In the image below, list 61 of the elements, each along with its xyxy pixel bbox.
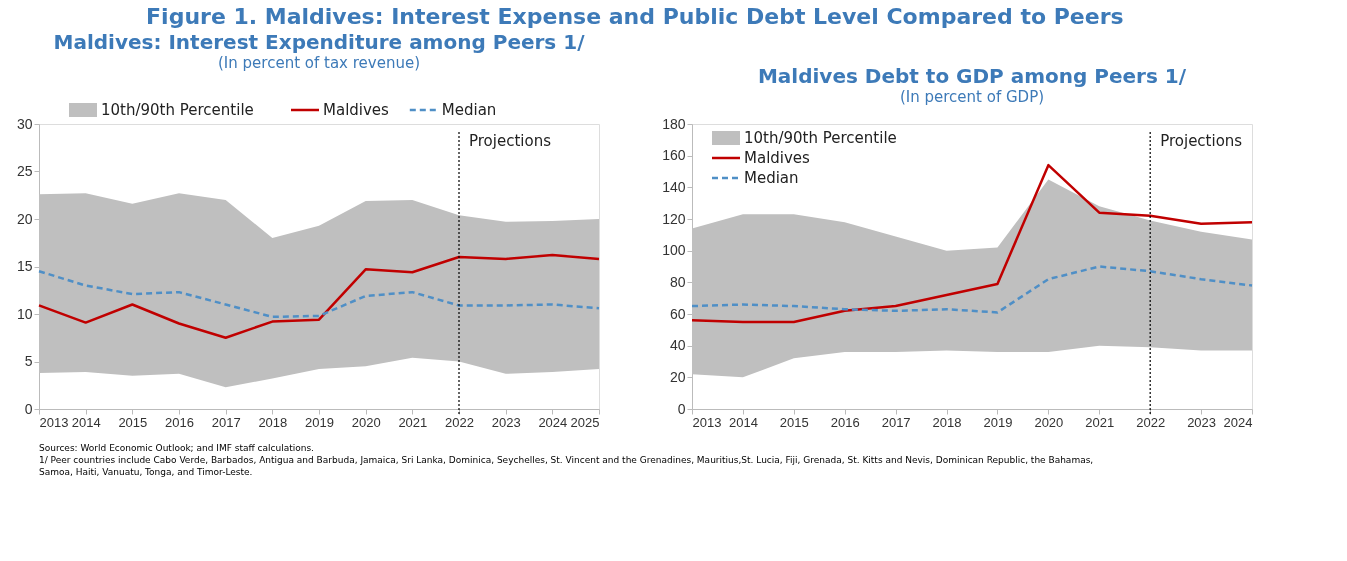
y-tick-label: 30 — [16, 115, 33, 132]
y-tick-label: 20 — [669, 368, 686, 385]
y-tick-label: 10 — [16, 305, 33, 322]
legend-label: Maldives — [744, 149, 811, 167]
chart-title: Maldives Debt to GDP among Peers 1/ — [757, 64, 1187, 88]
y-tick-label: 180 — [662, 115, 686, 132]
y-tick-label: 20 — [16, 210, 33, 227]
x-tick-label: 2014 — [728, 414, 758, 430]
x-tick-label: 2017 — [881, 414, 911, 430]
source-note: Sources: World Economic Outlook; and IMF staff calculations. — [39, 443, 314, 453]
y-tick-label: 25 — [16, 163, 33, 179]
legend-label: Median — [744, 169, 799, 187]
x-tick-label: 2016 — [165, 414, 194, 430]
x-tick-label: 2017 — [211, 414, 241, 430]
y-tick-label: 80 — [669, 273, 686, 290]
y-tick-label: 40 — [669, 337, 686, 354]
text: 1/ Peer countries include Cabo Verde, Barbados, Antigua and Barbuda, Jamaica, Sri Lanka, Dominica, Seychelles, St. Vincent and the Grenadines, Mauritius,St. Lucia, Fiji, Grenada, St. Kitts and Nevis, Dominican Republic, the Bahamas, Samoa, Haiti, Vanuatu, Tonga, and Timor-Leste. — [39, 455, 1094, 477]
chart-subtitle: (In percent of GDP) — [899, 88, 1045, 106]
x-tick-label: 2023 — [491, 414, 521, 430]
ref-line-label: Projections — [469, 132, 552, 150]
x-tick-label: 2019 — [983, 414, 1013, 430]
x-tick-label: 2013 — [39, 414, 69, 430]
x-tick-label: 2024 — [538, 414, 568, 430]
x-tick-label: 2022 — [1136, 414, 1166, 430]
y-tick-label: 140 — [662, 178, 686, 195]
x-tick-label: 2020 — [351, 414, 381, 430]
x-tick-label: 2025 — [570, 414, 600, 430]
x-tick-label: 2014 — [71, 414, 101, 430]
y-tick-label: 0 — [24, 400, 33, 417]
x-tick-label: 2018 — [258, 414, 288, 430]
y-tick-label: 15 — [16, 258, 33, 274]
y-tick-label: 0 — [677, 400, 686, 417]
x-tick-label: 2015 — [779, 414, 809, 430]
x-tick-label: 2018 — [932, 414, 962, 430]
x-tick-label: 2023 — [1187, 414, 1217, 430]
x-tick-label: 2021 — [1085, 414, 1115, 430]
chart-title: Maldives: Interest Expenditure among Peers 1/ — [53, 30, 586, 54]
y-tick-label: 100 — [662, 242, 686, 259]
caption: Figure 1. Maldives: Interest Expense and Public Debt Level Compared to Peers — [146, 3, 1124, 29]
x-tick-label: 2015 — [118, 414, 148, 430]
line-series — [37, 270, 601, 319]
x-tick-label: 2022 — [445, 414, 474, 430]
x-tick-label: 2021 — [398, 414, 428, 430]
line-series — [37, 253, 601, 339]
legend-label: Maldives — [323, 101, 390, 119]
ref-line-label: Projections — [1160, 132, 1243, 150]
x-tick-label: 2024 — [1223, 414, 1253, 430]
legend-label: 10th/90th Percentile — [744, 129, 897, 147]
line-series — [690, 265, 1254, 314]
x-tick-label: 2013 — [692, 414, 722, 430]
legend-label: Median — [441, 101, 497, 119]
line-series — [690, 163, 1254, 324]
chart-subtitle: (In percent of tax revenue) — [218, 54, 420, 72]
legend-label: 10th/90th Percentile — [101, 101, 254, 119]
x-tick-label: 2016 — [830, 414, 860, 430]
y-tick-label: 5 — [24, 353, 33, 369]
x-tick-label: 2019 — [305, 414, 334, 430]
y-tick-label: 60 — [669, 305, 686, 322]
y-tick-label: 160 — [662, 147, 686, 164]
y-tick-label: 120 — [662, 210, 686, 227]
x-tick-label: 2020 — [1034, 414, 1064, 430]
